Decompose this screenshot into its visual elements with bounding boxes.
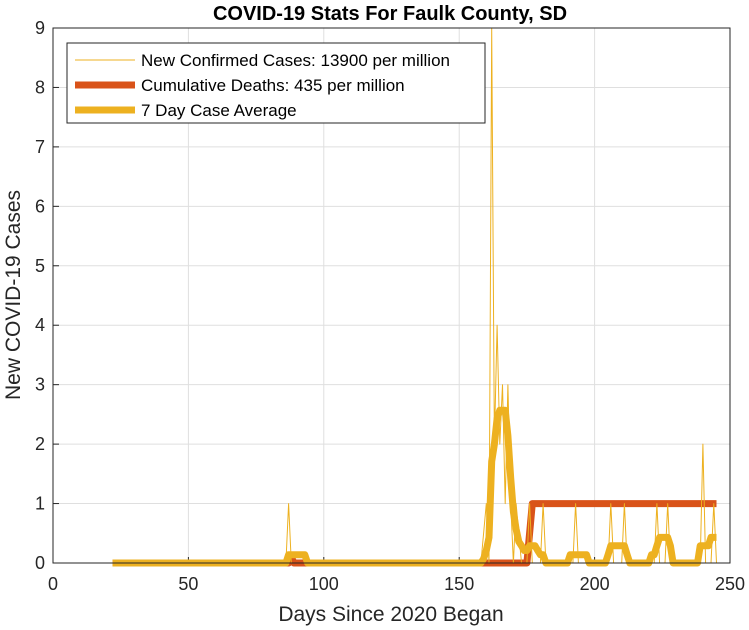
legend-box [66, 42, 486, 124]
chart-title: COVID-19 Stats For Faulk County, SD [213, 3, 567, 25]
legend-label-7-day-average: 7 Day Case Average [141, 101, 297, 120]
x-tick-label: 250 [715, 574, 745, 594]
legend-label-cumulative-deaths: Cumulative Deaths: 435 per million [141, 76, 405, 95]
x-tick-label: 200 [580, 574, 610, 594]
x-tick-label: 100 [309, 574, 339, 594]
legend-label-new-cases: New Confirmed Cases: 13900 per million [141, 51, 450, 70]
y-tick-label: 8 [35, 77, 45, 97]
x-tick-label: 50 [178, 574, 198, 594]
y-tick-label: 4 [35, 315, 45, 335]
y-tick-labels: 0 1 2 3 4 5 6 7 8 9 [35, 18, 45, 573]
y-tick-label: 5 [35, 256, 45, 276]
x-tick-label: 150 [444, 574, 474, 594]
y-tick-label: 1 [35, 494, 45, 514]
x-axis-label: Days Since 2020 Began [278, 603, 503, 626]
y-tick-label: 7 [35, 137, 45, 157]
y-tick-label: 6 [35, 196, 45, 216]
plot-frame [52, 27, 731, 564]
legend: New Confirmed Cases: 13900 per million C… [66, 42, 486, 124]
y-tick-label: 3 [35, 375, 45, 395]
x-tick-label: 0 [48, 574, 58, 594]
y-axis-label: New COVID-19 Cases [2, 190, 25, 400]
series-7-day-average [112, 406, 717, 567]
y-tick-label: 0 [35, 553, 45, 573]
y-tick-label: 2 [35, 434, 45, 454]
x-tick-labels: 0 50 100 150 200 250 [48, 574, 745, 594]
y-tick-label: 9 [35, 18, 45, 38]
